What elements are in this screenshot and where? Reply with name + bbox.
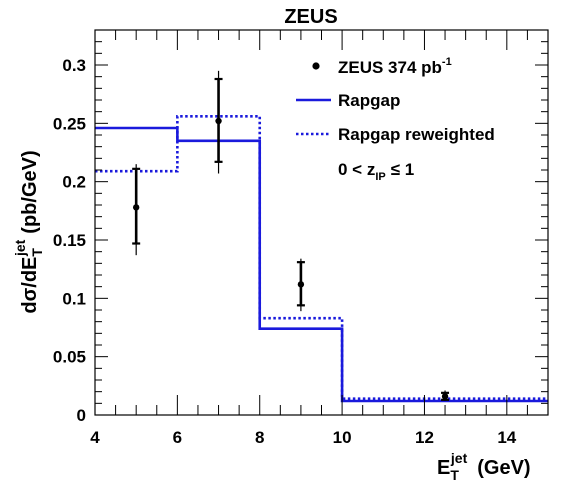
zip-annotation-suffix: ≤ 1 bbox=[391, 160, 415, 179]
y-tick-label: 0.25 bbox=[53, 114, 86, 133]
x-axis-title-sup: jet bbox=[450, 450, 468, 466]
legend-data-marker bbox=[312, 62, 320, 70]
rapgap-reweighted-histogram bbox=[95, 115, 548, 400]
data-point bbox=[296, 258, 305, 312]
legend-reweighted-label: Rapgap reweighted bbox=[338, 125, 495, 144]
data-marker bbox=[297, 281, 305, 288]
zip-annotation-prefix: 0 < z bbox=[338, 160, 375, 179]
data-point bbox=[132, 164, 141, 256]
legend-item-rapgap-reweighted: Rapgap reweighted bbox=[296, 125, 495, 144]
x-tick-label: 10 bbox=[333, 428, 352, 447]
plot-frame bbox=[94, 29, 549, 416]
legend-item-rapgap: Rapgap bbox=[296, 91, 400, 110]
x-tick-label: 8 bbox=[255, 428, 264, 447]
y-tick-label: 0.15 bbox=[53, 231, 86, 250]
axes: 4 6 8 10 12 14 0 0.05 0.1 0.15 0.2 0.25 0.3 bbox=[53, 29, 549, 447]
svg-text:dσ/dETjet(pb/GeV): dσ/dETjet (pb/GeV) bbox=[12, 150, 45, 313]
legend-data-label-sup: -1 bbox=[442, 56, 452, 68]
x-axis-title: ETjet (GeV) bbox=[437, 450, 531, 483]
x-axis-title-unit: (GeV) bbox=[477, 457, 530, 479]
data-marker bbox=[215, 117, 222, 125]
data-marker bbox=[441, 393, 449, 400]
y-tick-label: 0.05 bbox=[53, 348, 86, 367]
x-axis-title-sub: T bbox=[450, 467, 459, 483]
legend-rapgap-label: Rapgap bbox=[338, 91, 400, 110]
x-tick-label: 14 bbox=[497, 428, 516, 447]
zip-annotation: 0 < zIP ≤ 1 bbox=[338, 160, 414, 183]
y-tick-label: 0.1 bbox=[62, 289, 86, 308]
data-marker bbox=[132, 204, 140, 211]
legend-item-data: ZEUS 374 pb-1 bbox=[312, 56, 452, 77]
legend: ZEUS 374 pb-1 Rapgap Rapgap reweighted bbox=[296, 56, 495, 144]
zip-annotation-sub: IP bbox=[375, 171, 385, 183]
y-axis-title-unit: (pb/GeV) bbox=[19, 150, 41, 233]
y-tick-label: 0.2 bbox=[62, 173, 86, 192]
x-axis-title-main: E bbox=[437, 457, 450, 479]
x-tick-label: 6 bbox=[173, 428, 182, 447]
y-axis-title-sub: T bbox=[29, 248, 45, 257]
data-point bbox=[441, 390, 450, 401]
y-axis-title: dσ/dETjet (pb/GeV) bbox=[12, 150, 45, 313]
y-tick-label: 0 bbox=[77, 406, 86, 425]
y-tick-label: 0.3 bbox=[62, 56, 86, 75]
x-tick-label: 4 bbox=[90, 428, 100, 447]
chart-title: ZEUS bbox=[284, 6, 337, 28]
svg-text:ETjet(GeV): ETjet (GeV) bbox=[437, 450, 531, 483]
plot-area bbox=[95, 70, 548, 403]
x-tick-label: 12 bbox=[415, 428, 434, 447]
legend-data-label: ZEUS 374 pb bbox=[338, 58, 442, 77]
rapgap-histogram bbox=[95, 126, 548, 403]
svg-text:ZEUS 374 pb-1: ZEUS 374 pb-1 bbox=[338, 56, 452, 77]
y-axis-title-main: dσ/dE bbox=[19, 257, 41, 314]
data-point bbox=[214, 70, 223, 174]
y-axis-title-sup: jet bbox=[12, 239, 28, 257]
